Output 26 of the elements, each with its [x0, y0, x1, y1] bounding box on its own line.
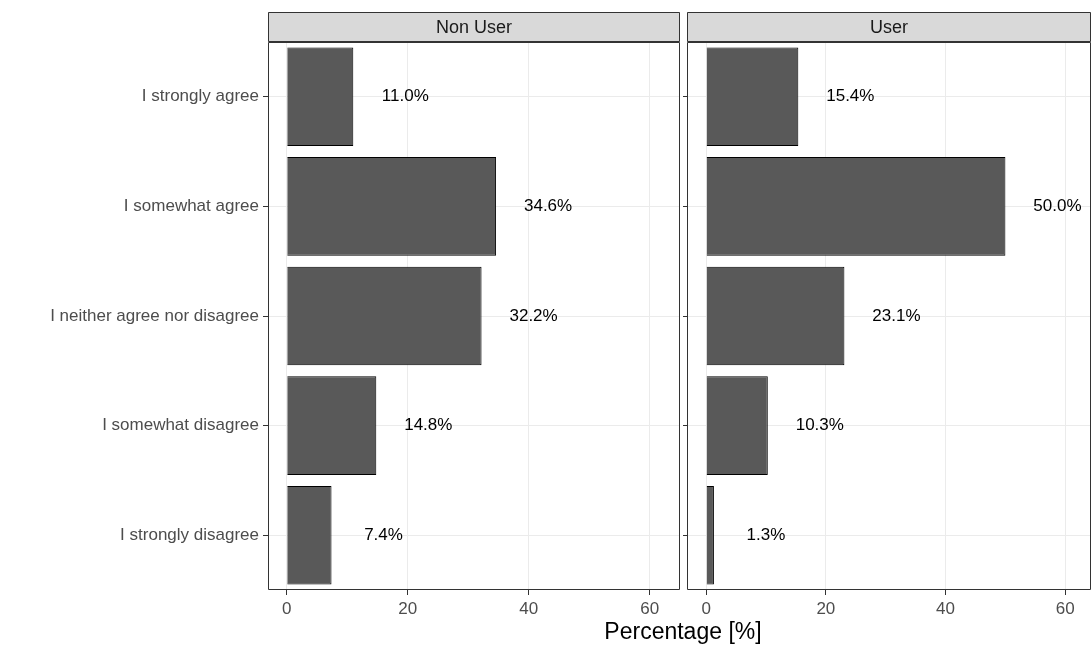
- data-label: 50.0%: [1033, 196, 1082, 216]
- y-tick-label: I strongly disagree: [120, 524, 259, 544]
- data-label: 7.4%: [364, 524, 403, 544]
- data-label: 15.4%: [826, 86, 875, 106]
- chart-title: Non User: [435, 16, 513, 37]
- data-label: 1.3%: [746, 524, 786, 544]
- chart-title: User: [869, 16, 909, 37]
- data-label: 34.6%: [523, 196, 573, 216]
- x-tick-label: 0: [282, 598, 292, 618]
- x-tick-label: 20: [398, 598, 418, 618]
- data-label: 23.1%: [872, 305, 921, 325]
- x-tick-label: 40: [519, 598, 539, 618]
- x-tick-label: 60: [1055, 598, 1075, 618]
- data-label: 11.0%: [381, 86, 429, 106]
- y-tick-label: I strongly agree: [141, 86, 259, 106]
- x-tick-label: 40: [936, 598, 956, 618]
- x-tick-label: 60: [640, 598, 660, 618]
- data-label: 32.2%: [509, 305, 558, 325]
- data-label: 14.8%: [404, 415, 453, 435]
- y-tick-label: I somewhat agree: [123, 196, 259, 216]
- y-tick-label: I neither agree nor disagree: [50, 305, 259, 325]
- x-axis-title: Percentage [%]: [603, 618, 763, 645]
- y-tick-label: I somewhat disagree: [102, 415, 259, 435]
- x-tick-label: 0: [701, 598, 711, 618]
- x-tick-label: 20: [816, 598, 836, 618]
- data-label: 10.3%: [795, 415, 844, 435]
